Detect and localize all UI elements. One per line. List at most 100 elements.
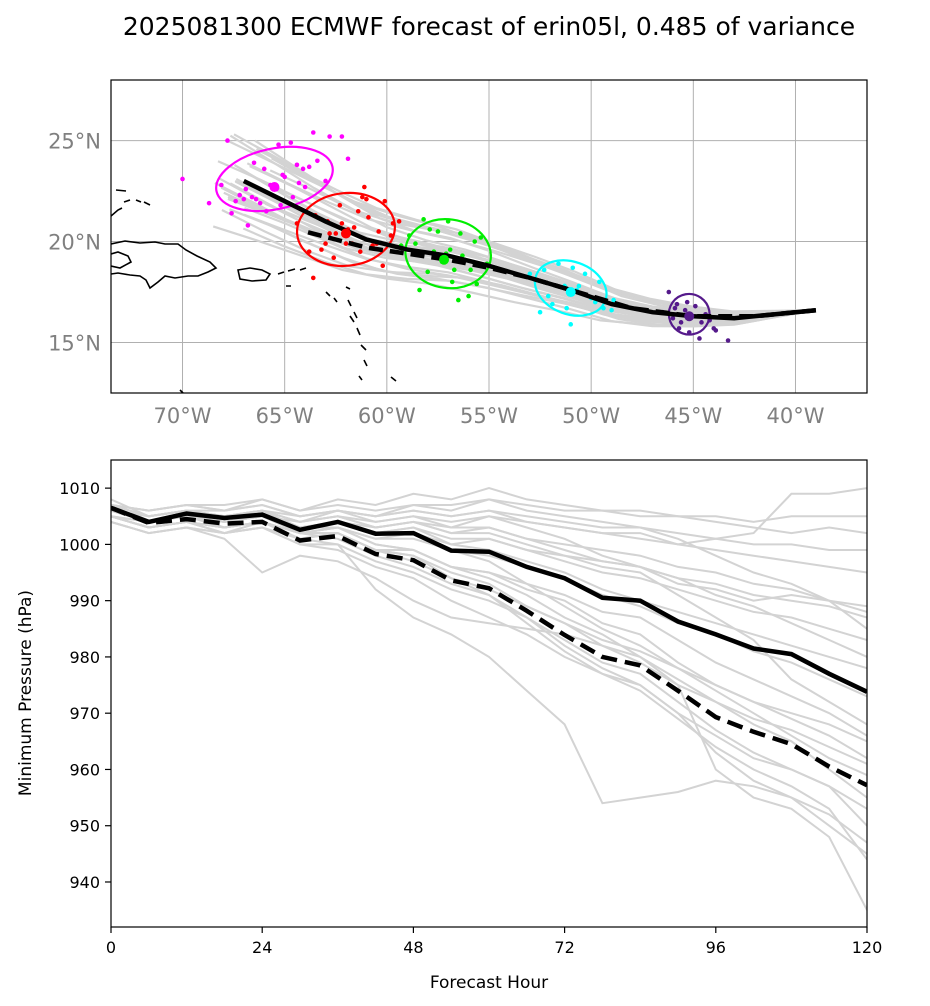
ensemble-point	[597, 279, 602, 285]
ensemble-point	[249, 194, 255, 200]
ensemble-point	[315, 158, 320, 164]
ensemble-point	[237, 192, 243, 198]
ensemble-point	[251, 160, 257, 166]
ensemble-point	[468, 267, 473, 273]
member-pressure-line	[111, 509, 867, 608]
y-axis-label: Minimum Pressure (hPa)	[16, 590, 36, 796]
ensemble-point	[396, 219, 402, 224]
map-lon-tick-label: 50°W	[562, 404, 620, 428]
ensemble-point	[527, 271, 533, 277]
map-lat-tick-label: 15°N	[48, 332, 101, 356]
x-tick-label: 96	[706, 938, 726, 957]
ensemble-point	[323, 178, 328, 184]
map-lon-tick-label: 45°W	[664, 404, 722, 428]
x-tick-label: 0	[106, 938, 116, 957]
ensemble-point	[290, 194, 296, 200]
ensemble-mean-positions	[269, 182, 695, 322]
ensemble-point	[364, 196, 369, 202]
y-tick-label: 940	[69, 873, 100, 892]
pressure-frame	[110, 459, 868, 928]
ensemble-point	[682, 307, 688, 313]
ensemble-point	[388, 233, 394, 238]
ensemble-point	[674, 301, 680, 307]
x-axis-label: Forecast Hour	[430, 973, 548, 993]
ensemble-point	[310, 130, 316, 135]
ensemble-point	[225, 138, 230, 143]
mean-track-line	[242, 178, 817, 321]
ensemble-point	[576, 283, 582, 289]
ensemble-point	[564, 305, 569, 311]
ensemble-point	[676, 326, 682, 331]
uncertainty-ellipse	[215, 145, 334, 213]
ensemble-point	[276, 142, 281, 147]
ensemble-point	[357, 249, 363, 254]
ensemble-point	[711, 326, 717, 331]
ensemble-point	[310, 275, 316, 281]
hispaniola-west-coast	[111, 251, 133, 269]
pressure-ticks: 0 24 48 72 96 120 940 950 960 970 980 990 1000 1010	[59, 479, 882, 957]
ensemble-point	[376, 229, 381, 234]
ensemble-point	[306, 164, 312, 170]
chart-title: 2025081300 ECMWF forecast of erin05l, 0.…	[122, 12, 856, 41]
y-tick-label: 990	[69, 592, 100, 611]
ensemble-point	[327, 231, 332, 236]
y-tick-label: 1000	[59, 535, 100, 554]
ensemble-point	[278, 202, 283, 208]
ensemble-point	[331, 255, 337, 261]
ensemble-point	[456, 297, 461, 303]
ensemble-point	[288, 140, 294, 145]
ensemble-point	[545, 293, 551, 299]
mean-position-marker	[269, 182, 280, 193]
ensemble-point	[449, 279, 455, 285]
ensemble-point	[339, 134, 345, 139]
ensemble-point	[699, 320, 704, 325]
ensemble-point	[360, 194, 365, 200]
ensemble-point	[219, 182, 224, 188]
ensemble-point	[296, 180, 302, 186]
ensemble-point	[582, 271, 588, 277]
ensemble-point	[570, 265, 576, 271]
ensemble-point	[345, 156, 351, 162]
ensemble-point	[180, 176, 185, 182]
ensemble-point	[337, 202, 343, 208]
ensemble-point	[206, 200, 212, 206]
ensemble-point	[362, 184, 367, 190]
map-tick-labels: 70°W 65°W 60°W 55°W 50°W 45°W 40°W 15°N 20°N 25°N	[48, 130, 825, 428]
ensemble-point	[435, 229, 441, 234]
ensemble-point	[556, 261, 561, 267]
puerto-rico-coast	[237, 267, 272, 282]
y-tick-label: 950	[69, 817, 100, 836]
ensemble-point	[447, 247, 453, 252]
hispaniola-coast	[111, 240, 218, 290]
ensemble-point	[684, 299, 690, 305]
ensemble-point	[351, 225, 357, 230]
ensemble-point	[697, 336, 702, 341]
ensemble-point	[458, 231, 463, 236]
ensemble-point	[229, 210, 234, 216]
ensemble-point	[670, 315, 676, 321]
map-lon-tick-label: 40°W	[766, 404, 824, 428]
ensemble-point	[306, 249, 312, 254]
member-pressure-line	[111, 509, 867, 737]
ensemble-point	[417, 287, 422, 293]
ensemble-point	[537, 309, 543, 315]
ensemble-point	[282, 174, 287, 180]
member-pressure-line	[111, 520, 867, 799]
map-frame	[110, 79, 868, 394]
ensemble-point	[568, 322, 574, 327]
ensemble-point	[678, 320, 684, 325]
ensemble-point	[302, 184, 308, 190]
ensemble-point	[693, 303, 698, 309]
member-pressure-line	[111, 487, 867, 523]
map-lon-tick-label: 60°W	[358, 404, 416, 428]
ensemble-track	[233, 133, 816, 314]
ensemble-point	[343, 241, 349, 246]
mean-position-marker	[684, 311, 695, 322]
member-pressure-line	[111, 515, 867, 827]
mean-position-marker	[340, 228, 351, 239]
y-tick-label: 970	[69, 704, 100, 723]
mean-pressure-line	[111, 505, 867, 694]
ensemble-point	[472, 239, 477, 244]
mean-position-marker	[565, 287, 576, 298]
